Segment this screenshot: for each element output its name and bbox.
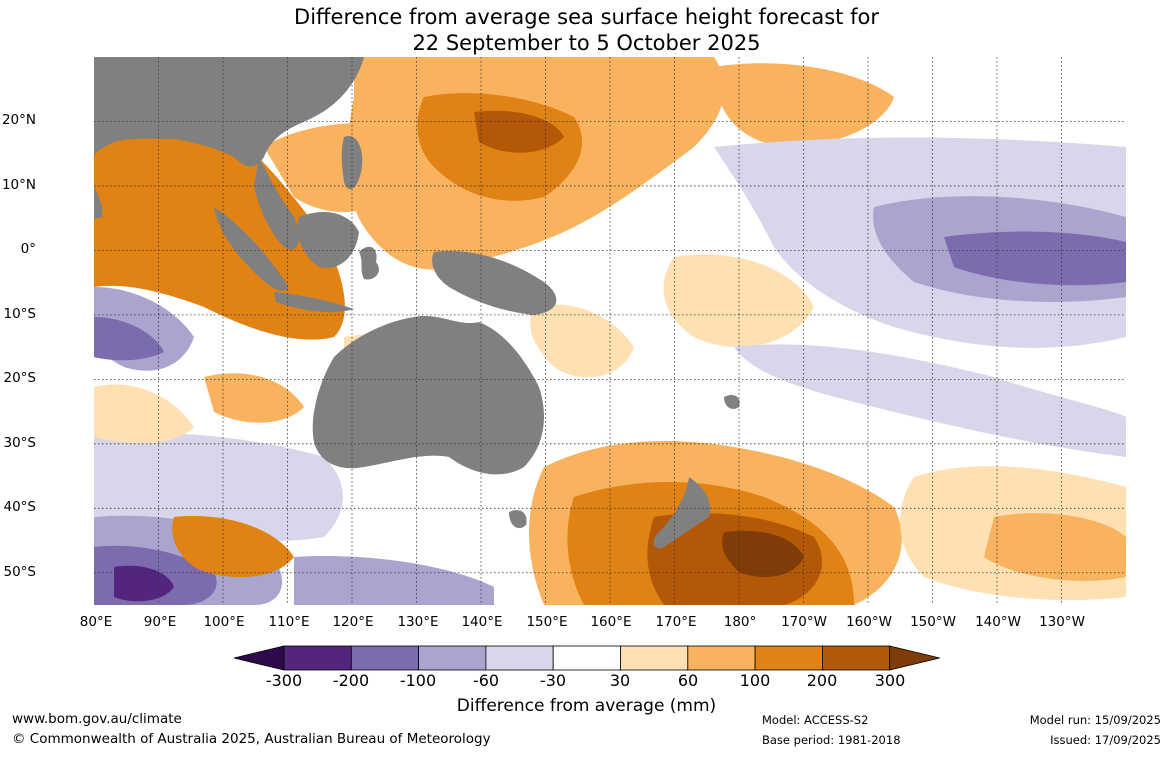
lon-label-130e: 130°E [397,614,439,630]
colorbar-swatch [620,645,689,671]
colorbar-tick: 60 [677,671,699,690]
colorbar-swatch [552,645,621,671]
land-sulawesi [359,246,379,280]
colorbar-swatch [485,645,554,671]
land-australia [312,315,544,475]
lon-label-170w: 170°W [781,614,827,630]
lat-label-40s: 40°S [3,499,37,515]
lon-label-160e: 160°E [590,614,632,630]
land-asia [94,57,364,167]
colorbar-swatch [754,645,823,671]
lon-label-80e: 80°E [79,614,113,630]
land-malay-peninsula [254,157,300,250]
land [94,57,740,549]
sea-surface-height-map [94,57,1126,605]
lat-label-20n: 20°N [1,112,36,128]
land-new-zealand [653,477,711,549]
colorbar-swatch [687,645,756,671]
colorbar-tick: 30 [609,671,631,690]
lon-label-130w: 130°W [1039,614,1085,630]
lon-label-100e: 100°E [203,614,245,630]
colorbar-tick: 300 [874,671,906,690]
lat-label-20s: 20°S [3,370,37,386]
colorbar-swatch [283,645,352,671]
colorbar-tick: -60 [472,671,500,690]
land-fiji [724,395,740,409]
colorbar-title: Difference from average (mm) [456,696,717,716]
lat-label-30s: 30°S [3,435,37,451]
title-line-2: 22 September to 5 October 2025 [412,31,761,55]
lon-label-140w: 140°W [975,614,1021,630]
lon-label-160w: 160°W [846,614,892,630]
colorbar-swatch [418,645,487,671]
land-philippines [341,136,363,190]
lon-label-150w: 150°W [910,614,956,630]
model-name: Model: ACCESS-S2 [762,713,869,727]
lat-label-50s: 50°S [3,564,37,580]
colorbar-tick: -300 [265,671,303,690]
colorbar-lower-extension [234,645,285,671]
colorbar-tick: 100 [739,671,771,690]
colorbar-tick: -200 [332,671,370,690]
lon-label-90e: 90°E [143,614,177,630]
land-sumatra [214,207,289,292]
colorbar-swatch [350,645,420,671]
colorbar [234,645,940,671]
graticule [94,57,1126,605]
base-period: Base period: 1981-2018 [762,733,901,747]
anomaly-shading [94,57,1126,605]
map-title: Difference from average sea surface heig… [0,4,1173,56]
colorbar-tick: 200 [806,671,838,690]
copyright-text: © Commonwealth of Australia 2025, Austra… [12,731,491,747]
lat-label-0: 0° [20,241,36,257]
lon-label-150e: 150°E [526,614,568,630]
lon-label-170e: 170°E [655,614,697,630]
land-sri-lanka [94,187,103,219]
land-tasmania [509,510,527,529]
website-link[interactable]: www.bom.gov.au/climate [12,711,182,727]
colorbar-tick: -30 [539,671,567,690]
land-borneo [297,212,359,268]
colorbar-swatch [822,645,891,671]
lon-label-120e: 120°E [332,614,374,630]
lat-label-10n: 10°N [1,177,36,193]
lon-label-140e: 140°E [461,614,503,630]
map-panel: 20°N 10°N 0° 10°S 20°S 30°S 40°S 50°S [2,57,1126,605]
issued-date: Issued: 17/09/2025 [1050,733,1161,747]
model-run-date: Model run: 15/09/2025 [1029,713,1161,727]
colorbar-tick: -100 [399,671,437,690]
lon-label-180: 180° [723,614,757,630]
land-java [274,292,354,313]
lat-label-10s: 10°S [3,306,37,322]
land-new-guinea [432,251,557,315]
title-line-1: Difference from average sea surface heig… [294,5,879,29]
colorbar-upper-extension [889,645,940,671]
lon-label-110e: 110°E [268,614,310,630]
